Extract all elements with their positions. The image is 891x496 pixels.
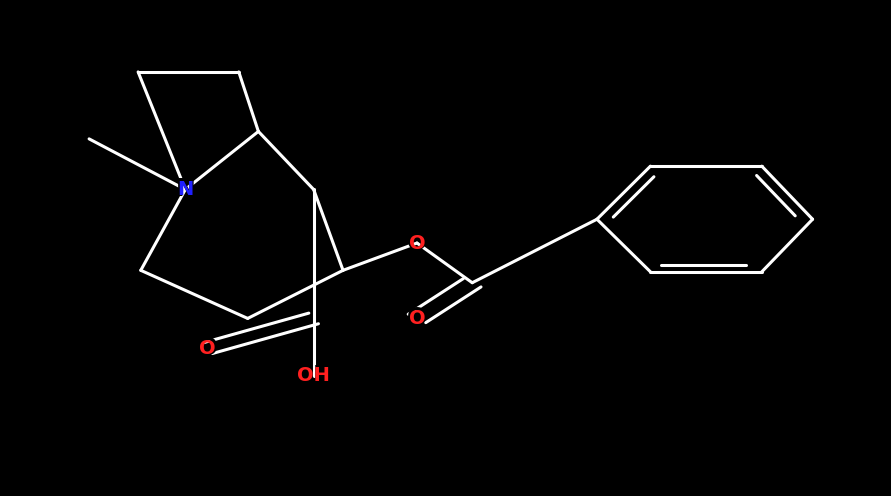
Text: O: O bbox=[409, 309, 425, 328]
Text: N: N bbox=[176, 178, 195, 201]
Text: OH: OH bbox=[298, 367, 330, 385]
Text: O: O bbox=[200, 339, 216, 358]
Text: O: O bbox=[198, 336, 217, 360]
Text: O: O bbox=[409, 234, 425, 252]
Text: O: O bbox=[407, 231, 427, 255]
Text: N: N bbox=[177, 180, 193, 199]
Text: O: O bbox=[407, 307, 427, 330]
Text: OH: OH bbox=[294, 364, 333, 388]
